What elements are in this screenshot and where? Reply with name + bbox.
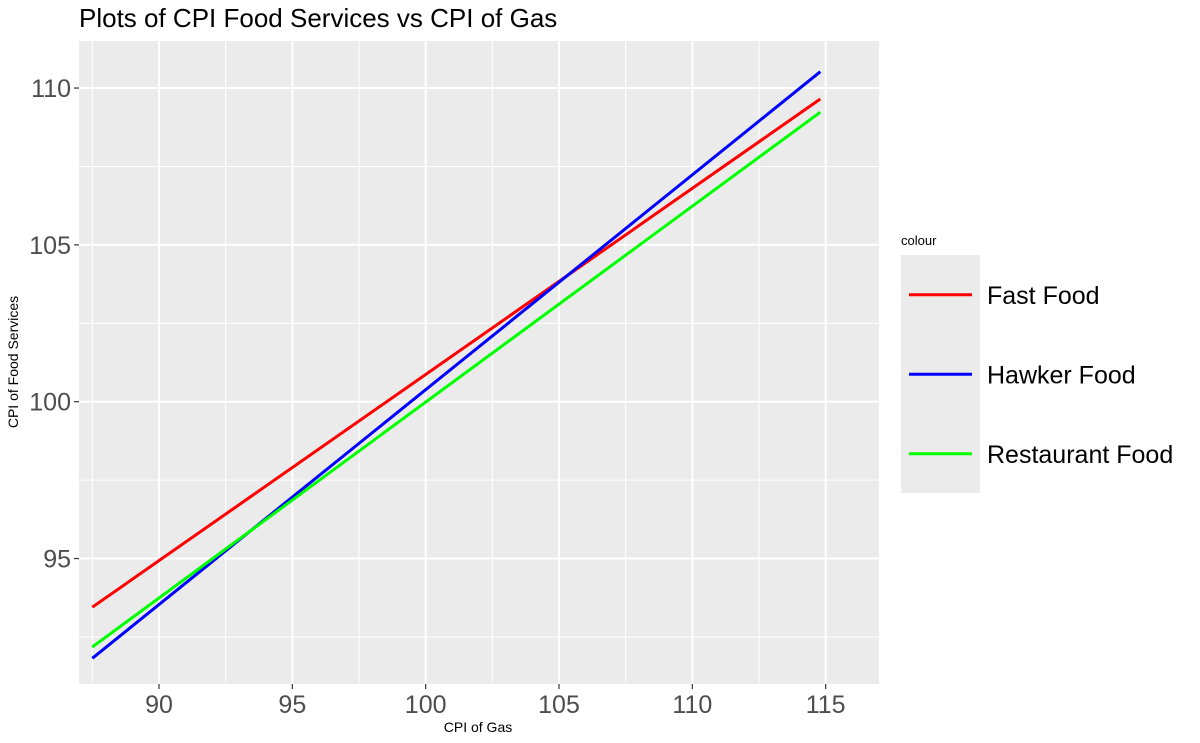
- x-tick-label: 95: [278, 691, 306, 719]
- series-line-fast-food: [91, 97, 822, 609]
- legend-label-fast-food: Fast Food: [987, 282, 1100, 310]
- series-line-hawker-food: [91, 70, 822, 660]
- y-axis-title: CPI of Food Services: [5, 296, 21, 428]
- major-grid: [79, 41, 879, 684]
- legend-label-hawker-food: Hawker Food: [987, 361, 1136, 389]
- series-layer: [91, 70, 822, 660]
- x-tick-label: 110: [672, 691, 712, 719]
- x-axis: 90 95 100 105 110 115: [145, 684, 846, 719]
- y-tick-label: 105: [29, 232, 71, 260]
- y-axis: 95 100 105 110: [29, 75, 79, 574]
- series-line-restaurant-food: [91, 110, 822, 649]
- legend-items: Fast Food Hawker Food Restaurant Food: [909, 282, 1173, 469]
- y-tick-label: 110: [31, 75, 71, 103]
- legend-title: colour: [901, 233, 937, 248]
- legend: colour Fast Food Hawker Food Restaurant Fo…: [901, 233, 1173, 493]
- x-tick-label: 105: [538, 691, 580, 719]
- x-tick-label: 90: [145, 691, 173, 719]
- x-axis-title: CPI of Gas: [444, 719, 512, 735]
- x-tick-label: 115: [806, 691, 846, 719]
- y-tick-label: 100: [29, 389, 71, 417]
- legend-label-restaurant-food: Restaurant Food: [987, 441, 1173, 469]
- chart-title: Plots of CPI Food Services vs CPI of Gas: [79, 3, 557, 33]
- x-tick-label: 100: [405, 691, 447, 719]
- y-tick-label: 95: [43, 546, 71, 574]
